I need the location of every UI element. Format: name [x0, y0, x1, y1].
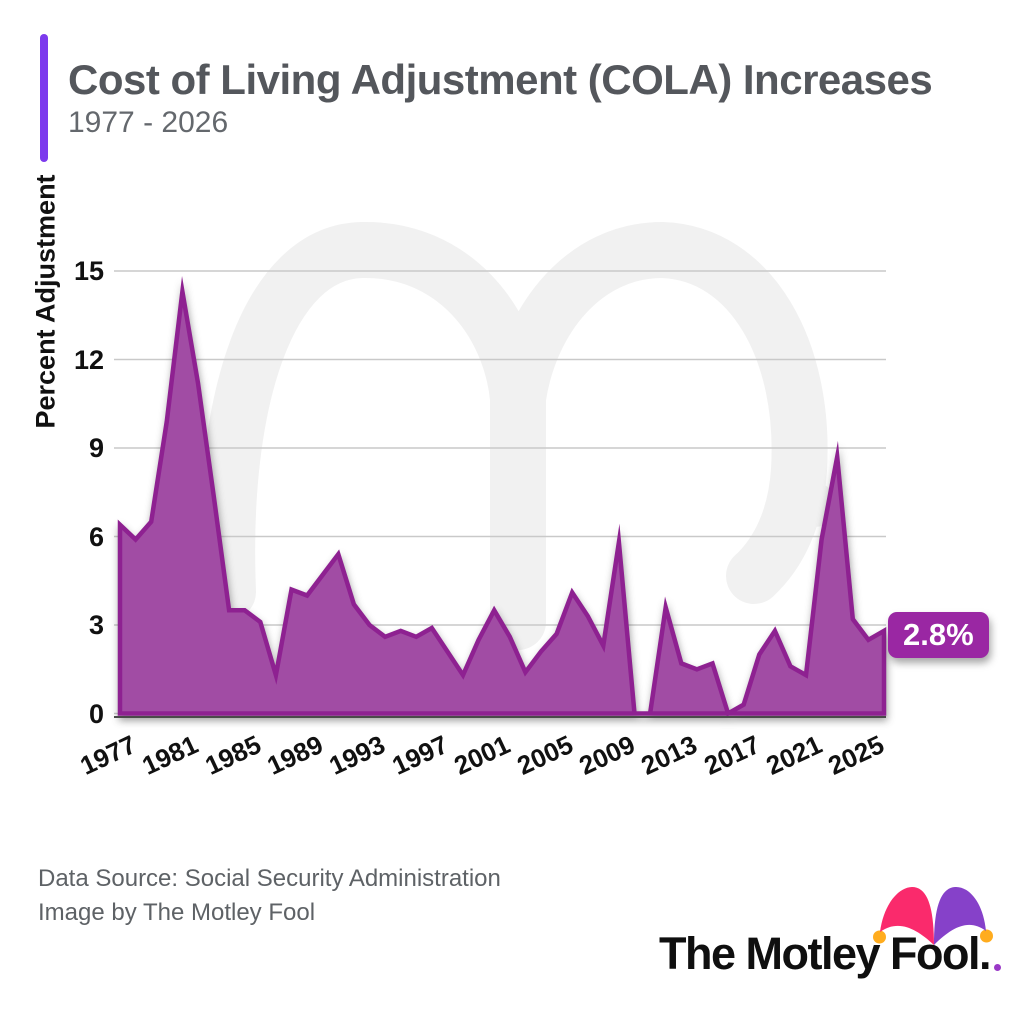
- y-tick-label-6: 6: [88, 521, 104, 552]
- hat-petal-left: [880, 887, 934, 945]
- hat-ball-left: [873, 930, 886, 944]
- jester-hat-watermark: [199, 222, 837, 650]
- data-source-line: Data Source: Social Security Administrat…: [38, 865, 501, 892]
- y-tick-label-12: 12: [73, 344, 104, 375]
- image-credit-line: Image by The Motley Fool: [38, 899, 316, 926]
- area-series: [117, 275, 887, 717]
- y-tick-label-3: 3: [88, 610, 104, 640]
- y-axis-title: Percent Adjustment: [30, 174, 61, 429]
- latest-value-label: 2.8%: [903, 617, 974, 652]
- hat-petal-right: [934, 886, 986, 945]
- source-note: Data Source: Social Security Administrat…: [38, 862, 501, 930]
- jester-hat-icon: [873, 886, 993, 945]
- y-tick-label-0: 0: [88, 698, 104, 729]
- y-tick-label-9: 9: [88, 433, 104, 463]
- page-subtitle: 1977 - 2026: [68, 106, 229, 139]
- wordmark-period: .: [978, 928, 992, 979]
- hat-ball-right: [980, 929, 993, 943]
- latest-value-badge: 2.8%: [888, 612, 989, 658]
- motley-fool-wordmark: The Motley Fool.: [658, 928, 992, 979]
- y-tick-label-15: 15: [73, 256, 104, 286]
- registered-mark-dot: [994, 964, 1001, 971]
- title-accent-bar: [40, 34, 48, 162]
- page-title: Cost of Living Adjustment (COLA) Increas…: [68, 56, 933, 103]
